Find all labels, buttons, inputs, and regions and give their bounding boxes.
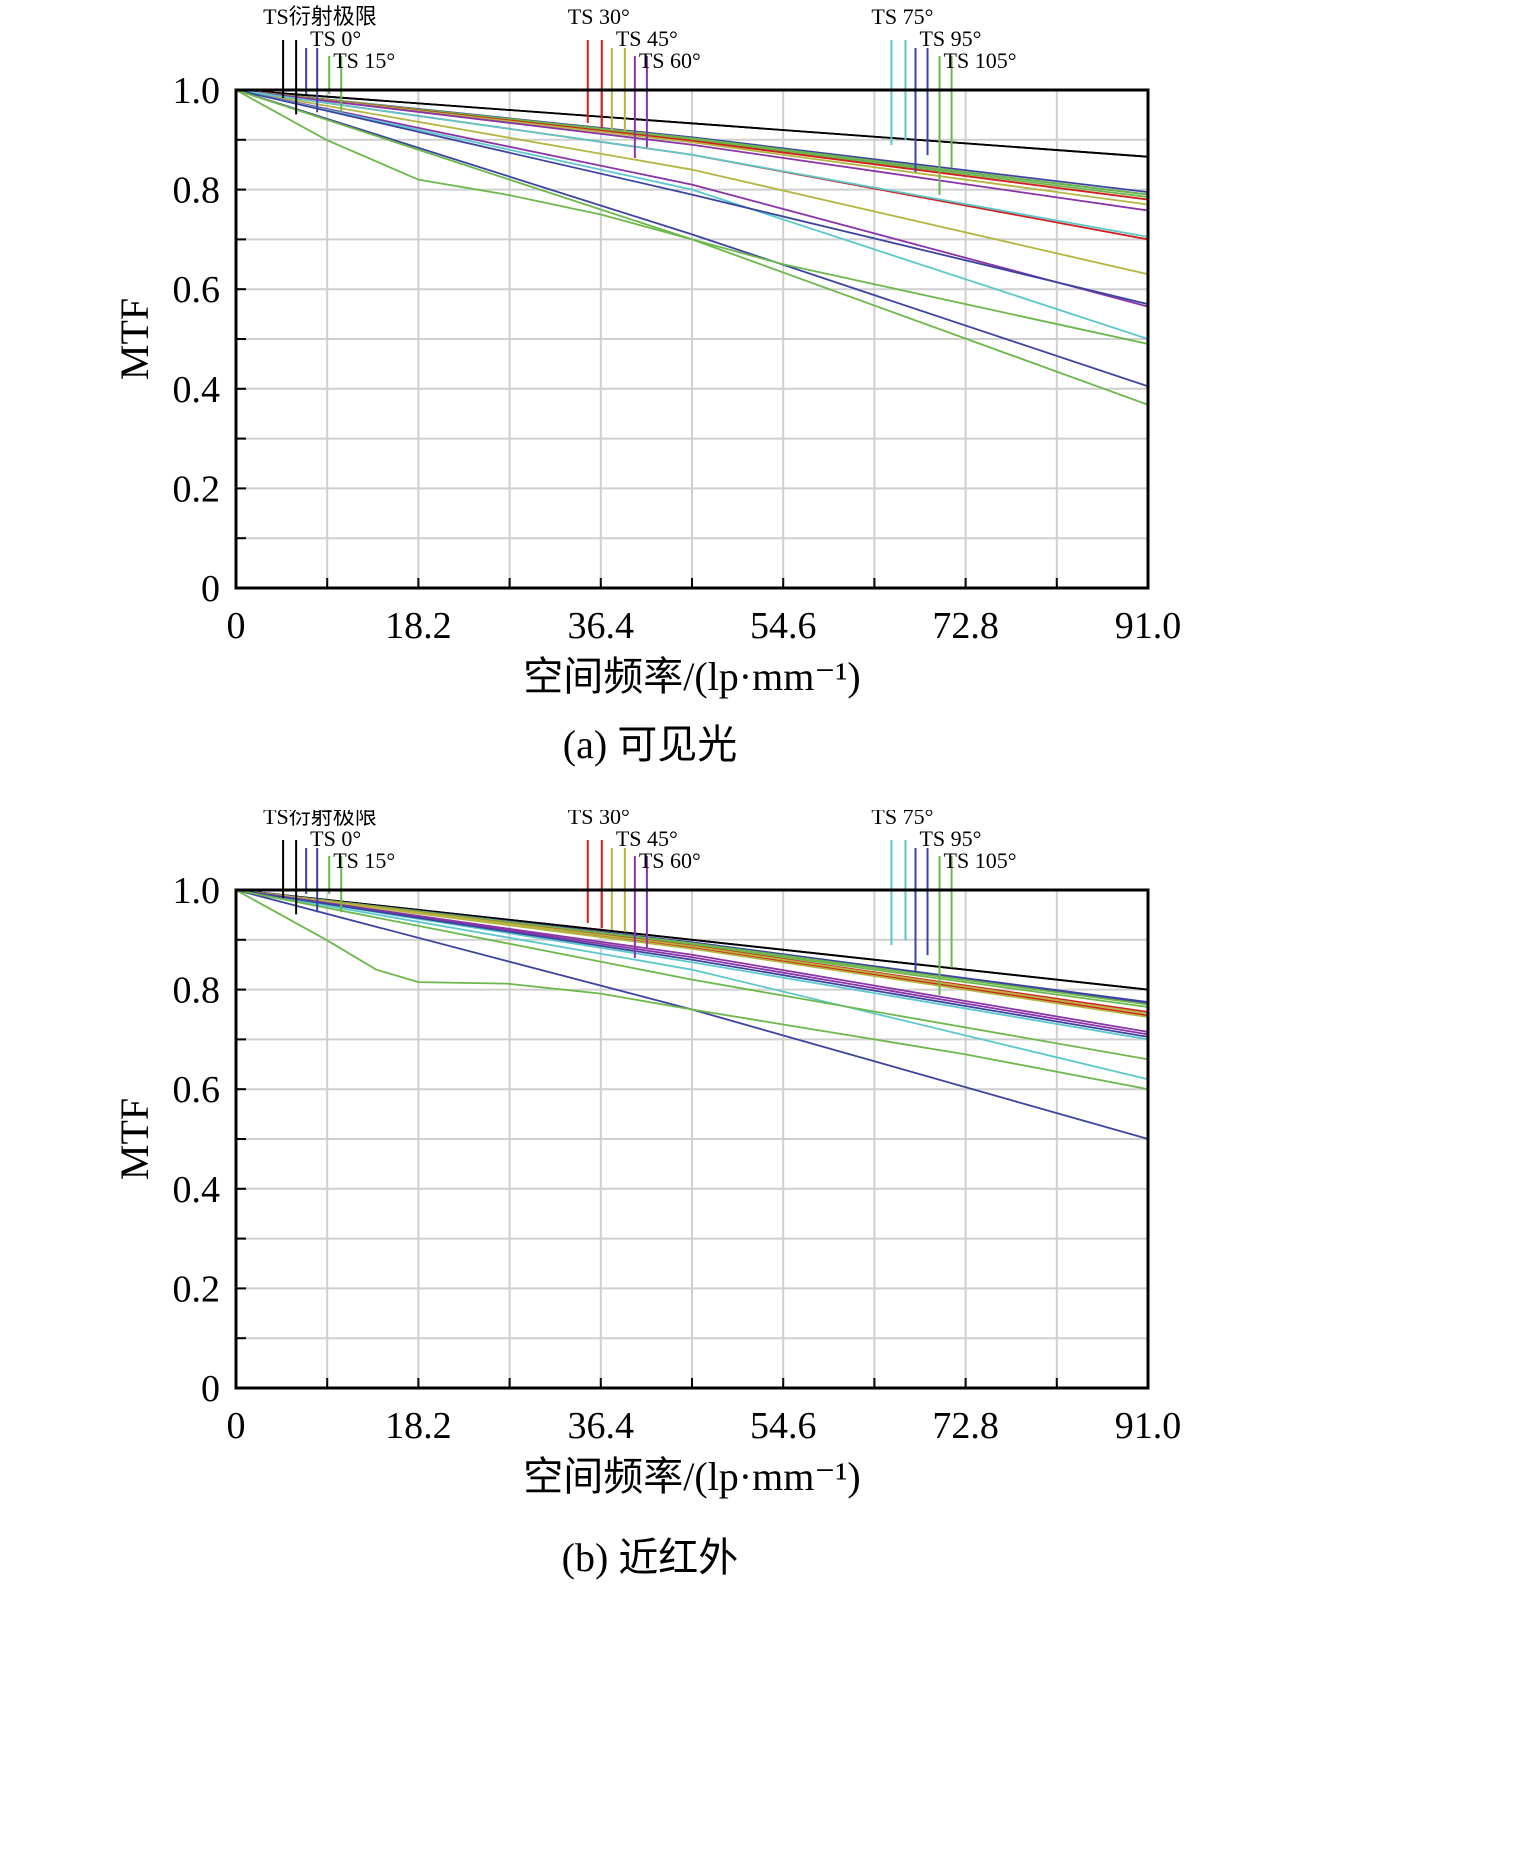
series-line	[235, 89, 1149, 308]
x-tick-label: 18.2	[385, 1405, 452, 1447]
legend-label: TS 45°	[616, 26, 678, 51]
y-tick-label: 0.4	[173, 369, 221, 411]
x-tick-label: 36.4	[568, 605, 635, 647]
x-tick-label: 91.0	[1115, 1405, 1182, 1447]
legend-label: TS 30°	[568, 810, 630, 829]
grid	[236, 890, 1148, 1388]
y-tick-label: 0.4	[173, 1169, 221, 1211]
grid	[236, 90, 1148, 588]
y-tick-label: 0.2	[173, 1268, 221, 1310]
y-axis-label: MTF	[112, 298, 157, 380]
legend-label: TS 75°	[871, 4, 933, 29]
legend-label: TS 75°	[871, 810, 933, 829]
x-tick-label: 54.6	[750, 1405, 817, 1447]
y-tick-label: 0.6	[173, 269, 221, 311]
legend-label: TS 60°	[639, 48, 701, 73]
x-tick-label: 91.0	[1115, 605, 1182, 647]
series-line	[235, 89, 1149, 306]
legend-label: TS 30°	[568, 4, 630, 29]
chart-caption: (b) 近红外	[561, 1535, 739, 1580]
series-group	[235, 889, 1149, 1140]
chart-panel-a: TS衍射极限 TS 0° TS 15° TS 30° TS 45° TS 60° TS 75…	[112, 4, 1181, 767]
series-line	[235, 889, 1149, 1038]
x-tick-label: 18.2	[385, 605, 452, 647]
y-axis-label: MTF	[112, 1098, 157, 1180]
series-line	[235, 89, 1149, 276]
series-line	[235, 889, 1149, 1091]
legend-label: TS 45°	[616, 826, 678, 851]
legend-label: TS 60°	[639, 848, 701, 873]
legend-label: TS 15°	[333, 848, 395, 873]
series-line	[235, 89, 1149, 238]
ticks	[235, 889, 1149, 1389]
y-tick-label: 0.8	[173, 970, 221, 1012]
series-line	[235, 89, 1149, 406]
legend-label: TS 105°	[944, 848, 1017, 873]
x-axis-label: 空间频率/(lp·mm⁻¹)	[523, 654, 861, 699]
x-tick-label: 72.8	[932, 1405, 999, 1447]
series-line	[235, 889, 1149, 1061]
legend-label: TS 15°	[333, 48, 395, 73]
ticks	[235, 89, 1149, 589]
legend-label: TS衍射极限	[263, 4, 377, 29]
x-tick-label: 54.6	[750, 605, 817, 647]
legend-label: TS 95°	[919, 26, 981, 51]
y-tick-label: 0.6	[173, 1069, 221, 1111]
y-tick-label: 1.0	[173, 870, 221, 912]
x-axis-label: 空间频率/(lp·mm⁻¹)	[523, 1454, 861, 1499]
series-line	[235, 889, 1149, 1081]
legend-label: TS 0°	[310, 826, 361, 851]
legend-label: TS衍射极限	[263, 810, 377, 829]
y-tick-label: 1.0	[173, 70, 221, 112]
x-tick-label: 0	[227, 605, 246, 647]
y-tick-label: 0	[201, 1368, 220, 1410]
series-line	[235, 89, 1149, 212]
y-tick-label: 0	[201, 568, 220, 610]
legend-label: TS 105°	[944, 48, 1017, 73]
series-line	[235, 89, 1149, 340]
chart-caption: (a) 可见光	[562, 722, 738, 767]
chart-panel-b: TS衍射极限 TS 0° TS 15° TS 30° TS 45° TS 60° TS 75…	[0, 810, 1535, 1740]
series-group	[235, 89, 1149, 406]
series-line	[235, 889, 1149, 1018]
x-tick-label: 36.4	[568, 1405, 635, 1447]
legend-label: TS 0°	[310, 26, 361, 51]
series-line	[235, 89, 1149, 158]
x-tick-label: 0	[227, 1405, 246, 1447]
legend-label: TS 95°	[919, 826, 981, 851]
series-line	[235, 89, 1149, 388]
x-tick-label: 72.8	[932, 605, 999, 647]
y-tick-label: 0.2	[173, 468, 221, 510]
y-tick-label: 0.8	[173, 170, 221, 212]
